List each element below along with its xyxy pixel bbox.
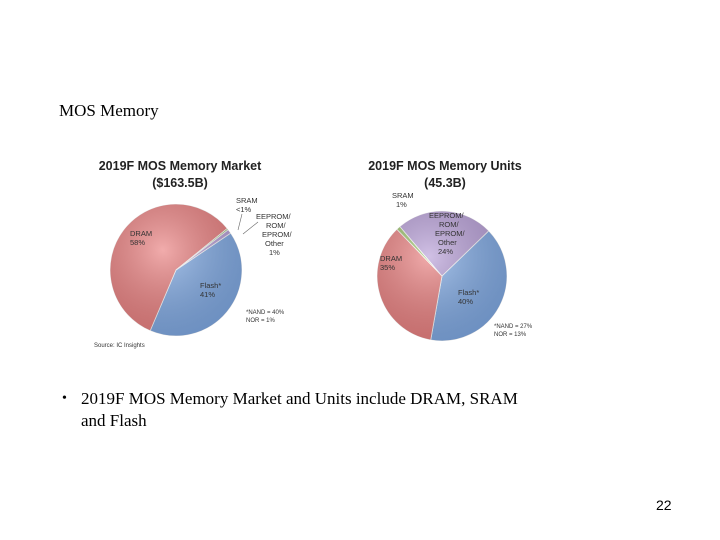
- chart2-label-sram: SRAM 1%: [392, 191, 416, 209]
- chart1-subtitle: ($163.5B): [152, 176, 208, 190]
- memory-pie-charts: 2019F MOS Memory Market ($163.5B) DRAM 5…: [94, 159, 534, 349]
- chart1-title: 2019F MOS Memory Market: [99, 159, 262, 173]
- chart1-note: *NAND = 40% NOR = 1%: [246, 310, 286, 324]
- chart1-label-flash: Flash* 41%: [200, 281, 223, 299]
- chart1-pie: [109, 203, 243, 337]
- chart1-label-dram: DRAM 58%: [130, 229, 154, 247]
- chart1-sram-leader: [237, 213, 243, 231]
- bullet-point: • 2019F MOS Memory Market and Units incl…: [62, 388, 542, 432]
- chart1-eeprom-leader: [242, 221, 259, 235]
- chart2-label-dram: DRAM 35%: [380, 254, 404, 272]
- chart2-pie-shading: [377, 211, 507, 341]
- chart1-label-eeprom: EEPROM/ ROM/ EPROM/ Other 1%: [256, 212, 294, 257]
- bullet-text: 2019F MOS Memory Market and Units includ…: [81, 389, 518, 430]
- chart2-label-flash: Flash* 40%: [458, 288, 481, 306]
- chart1-pie-shading: [110, 204, 242, 336]
- page-number: 22: [656, 497, 672, 513]
- chart2-pie: [376, 210, 508, 342]
- chart2-label-eeprom: EEPROM/ ROM/ EPROM/ Other 24%: [429, 211, 467, 256]
- chart2-subtitle: (45.3B): [424, 176, 466, 190]
- chart2-title: 2019F MOS Memory Units: [368, 159, 522, 173]
- chart1-source: Source: IC Insights: [94, 343, 145, 349]
- bullet-dot: •: [62, 391, 67, 406]
- chart2-note: *NAND = 27% NOR = 13%: [494, 324, 534, 338]
- chart1-label-sram: SRAM <1%: [236, 196, 260, 214]
- slide-title: MOS Memory: [59, 101, 159, 120]
